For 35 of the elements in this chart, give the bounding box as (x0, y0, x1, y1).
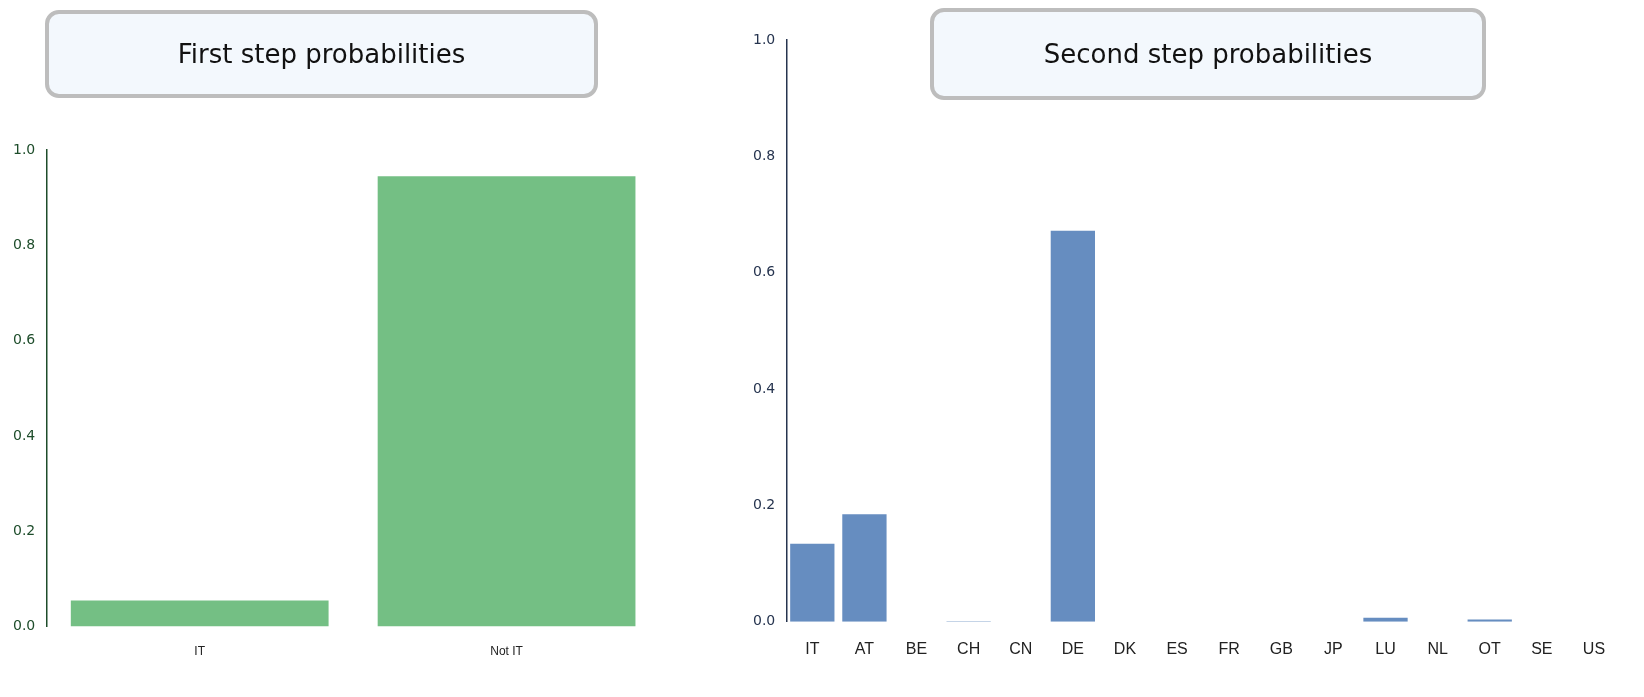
y-tick-label: 0.8 (13, 235, 36, 252)
y-tick-label: 0.6 (13, 331, 36, 348)
x-tick-label: US (1582, 639, 1606, 657)
x-tick-label: IT (805, 639, 820, 657)
x-tick-label: LU (1375, 639, 1396, 657)
y-tick-label: 0.8 (753, 147, 776, 163)
x-tick-label: DE (1061, 639, 1084, 657)
bar (790, 543, 835, 622)
x-tick-label: AT (854, 639, 875, 657)
x-tick-label: ES (1166, 639, 1188, 657)
bar (1050, 230, 1096, 622)
y-tick-label: 0.2 (753, 496, 776, 513)
y-tick-label: 0.4 (13, 426, 36, 443)
title-frame: Second step probabilities (930, 8, 1486, 100)
x-tick-label: OT (1478, 639, 1502, 657)
x-tick-label: DK (1113, 639, 1137, 657)
x-tick-label: IT (194, 644, 206, 659)
y-tick-label: 0.6 (753, 263, 776, 280)
y-tick-label: 0.2 (13, 521, 36, 538)
y-tick-label: 0.0 (13, 617, 36, 634)
x-tick-label: BE (905, 639, 928, 657)
y-tick-label: 1.0 (753, 30, 776, 47)
y-tick-label: 1.0 (13, 140, 36, 157)
title-frame: First step probabilities (45, 10, 598, 98)
y-tick-label: 0.4 (753, 379, 776, 396)
x-tick-label: CN (1009, 639, 1033, 657)
y-tick-label: 0.0 (753, 612, 776, 629)
x-tick-label: JP (1324, 639, 1343, 657)
x-tick-label: FR (1218, 639, 1240, 657)
x-tick-label: SE (1531, 639, 1553, 657)
x-tick-label: NL (1427, 639, 1448, 657)
x-tick-label: GB (1269, 639, 1293, 657)
bar (842, 514, 887, 622)
x-tick-label: CH (957, 639, 981, 657)
x-tick-label: Not IT (490, 644, 524, 659)
